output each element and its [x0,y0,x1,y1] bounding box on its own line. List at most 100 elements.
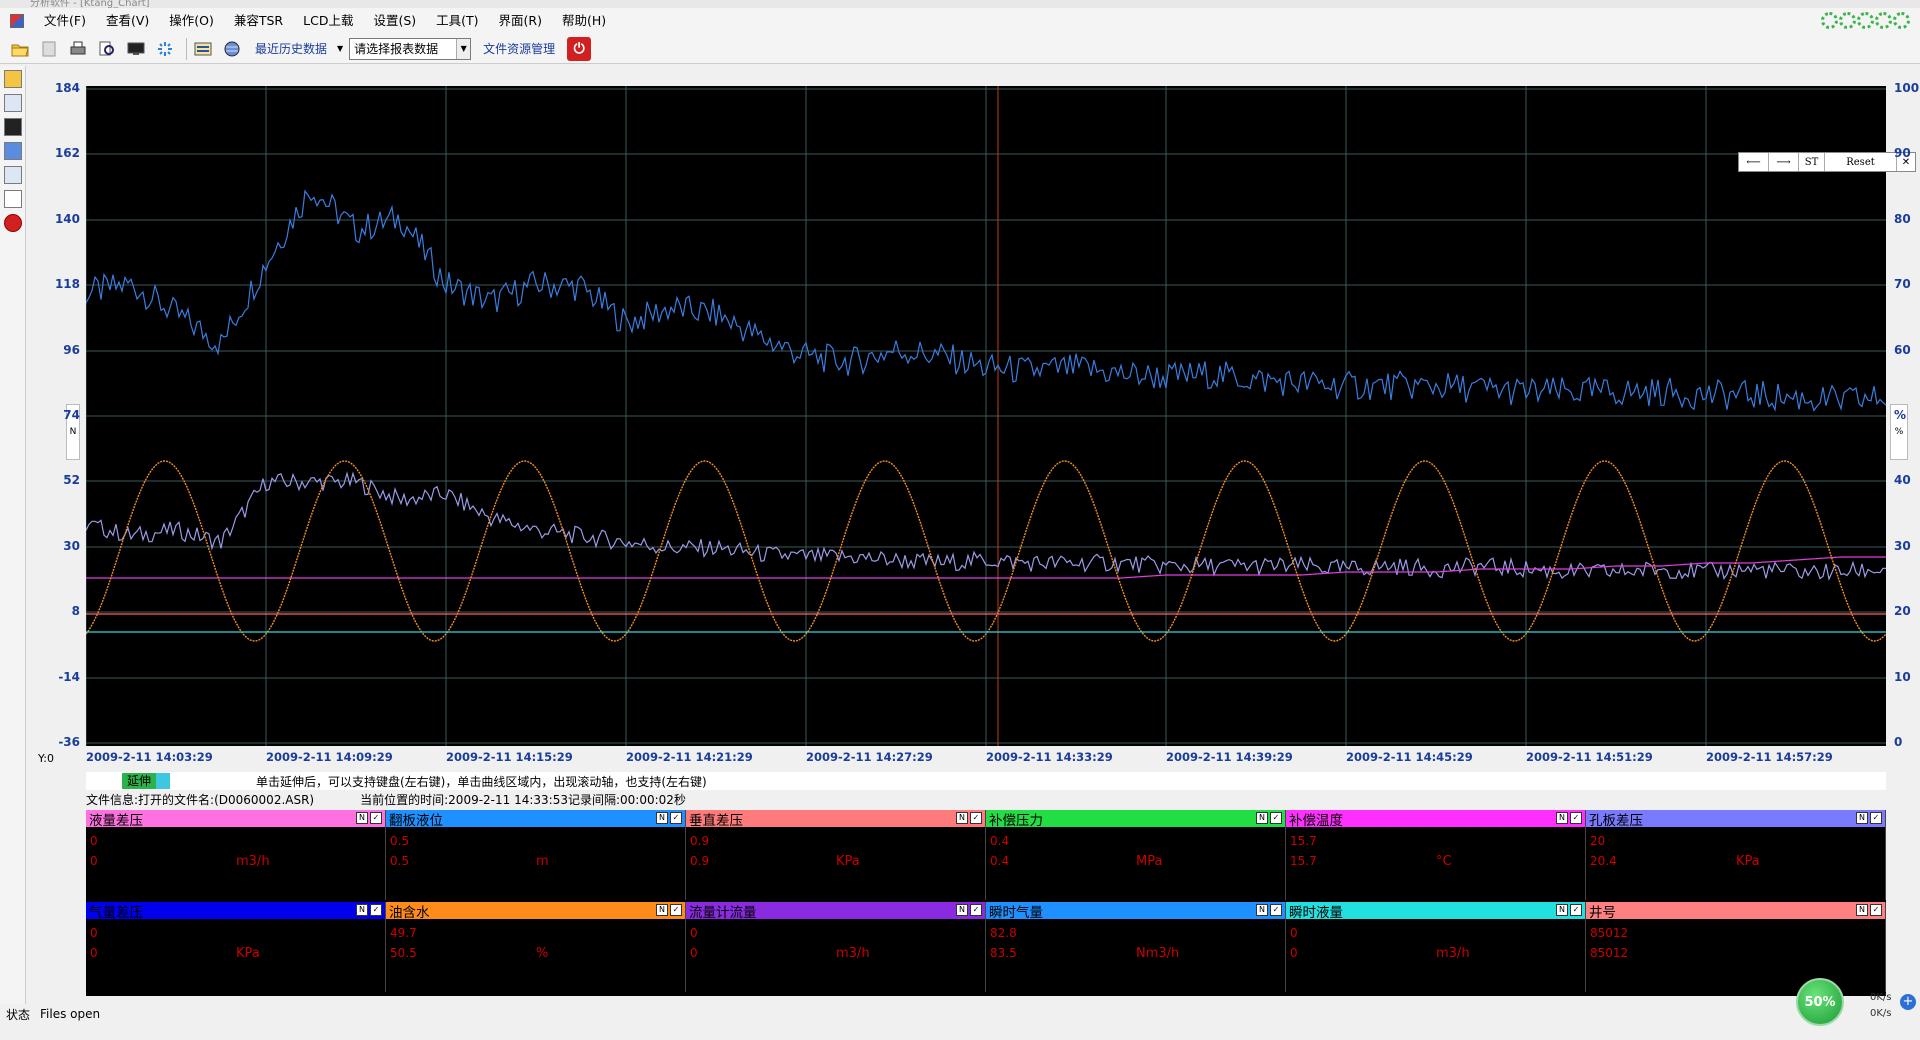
exit-button[interactable]: ⏻ [567,36,592,61]
param-visible-checkbox[interactable]: ✓ [1870,812,1882,824]
list-view-button[interactable] [191,37,215,61]
menu-interface[interactable]: 界面(R) [498,13,542,28]
open-file-icon[interactable] [3,70,22,88]
menu-file[interactable]: 文件(F) [44,13,86,28]
monitor-small-icon[interactable] [3,118,22,136]
left-axis-unit[interactable]: N [66,404,80,460]
recent-history-dropdown[interactable]: 最近历史数据 [255,42,328,56]
param-panel[interactable]: 流量计流量 N ✓ 0 0 m3/h [686,902,986,992]
left-toolbar [0,66,26,1006]
param-header[interactable]: 液量差压 N ✓ [86,810,385,829]
trend-chart-svg[interactable] [85,86,1887,746]
param-panel[interactable]: 气量差压 N ✓ 0 0 KPa [86,902,386,992]
reset-button[interactable]: Reset [1825,153,1897,171]
param-visible-checkbox[interactable]: ✓ [670,904,682,916]
param-n-toggle[interactable]: N [356,812,368,824]
stop-icon[interactable] [3,214,22,232]
dropdown-arrow-icon[interactable]: ▼ [337,44,344,53]
chevron-down-icon[interactable]: ▼ [456,38,471,59]
param-panel[interactable]: 翻板液位 N ✓ 0.5 0.5 m [386,810,686,900]
param-toggles: N ✓ [1256,904,1282,916]
param-panel[interactable]: 瞬时气量 N ✓ 82.8 83.5 Nm3/h [986,902,1286,992]
refresh-button[interactable] [153,37,177,61]
right-axis-unit[interactable]: % [1890,404,1908,460]
menu-settings[interactable]: 设置(S) [373,13,417,28]
app-icon[interactable] [10,14,24,28]
param-value-cursor: 50.5 [390,946,417,960]
param-n-toggle[interactable]: N [656,812,668,824]
document-button[interactable] [37,37,61,61]
param-visible-checkbox[interactable]: ✓ [1570,904,1582,916]
param-n-toggle[interactable]: N [1856,904,1868,916]
param-n-toggle[interactable]: N [1256,904,1268,916]
print-preview-button[interactable] [95,37,119,61]
param-header[interactable]: 油含水 N ✓ [386,902,685,921]
param-n-toggle[interactable]: N [1556,812,1568,824]
param-visible-checkbox[interactable]: ✓ [1270,812,1282,824]
param-n-toggle[interactable]: N [1856,812,1868,824]
param-n-toggle[interactable]: N [1256,812,1268,824]
menu-lcd-upload[interactable]: LCD上载 [303,13,354,28]
menu-view[interactable]: 查看(V) [105,13,150,28]
param-header[interactable]: 流量计流量 N ✓ [686,902,985,921]
param-header[interactable]: 气量差压 N ✓ [86,902,385,921]
menu-operate[interactable]: 操作(O) [169,13,214,28]
param-visible-checkbox[interactable]: ✓ [1270,904,1282,916]
param-visible-checkbox[interactable]: ✓ [370,812,382,824]
param-n-toggle[interactable]: N [1556,904,1568,916]
trend-chart[interactable] [85,86,1887,746]
param-n-toggle[interactable]: N [656,904,668,916]
blank-tool-icon[interactable] [3,190,22,208]
param-n-toggle[interactable]: N [956,904,968,916]
param-header[interactable]: 垂直差压 N ✓ [686,810,985,829]
param-name: 井号 [1589,904,1616,921]
history-button[interactable] [220,37,244,61]
param-visible-checkbox[interactable]: ✓ [970,904,982,916]
param-panel[interactable]: 孔板差压 N ✓ 20 20.4 KPa [1586,810,1886,900]
search-tool-icon[interactable] [3,166,22,184]
table-icon[interactable] [3,94,22,112]
hint-bar: 延伸 单击延伸后，可以支持键盘(左右键)，单击曲线区域内，出现滚动轴，也支持(左… [86,772,1886,790]
file-manager-link[interactable]: 文件资源管理 [483,42,556,56]
param-n-toggle[interactable]: N [956,812,968,824]
scroll-right-button[interactable]: ⟶ [1769,153,1799,171]
scroll-left-button[interactable]: ⟵ [1739,153,1769,171]
monitor-button[interactable] [124,37,148,61]
param-n-toggle[interactable]: N [356,904,368,916]
open-folder-button[interactable] [8,37,32,61]
menu-tools[interactable]: 工具(T) [436,13,479,28]
param-header[interactable]: 补偿温度 N ✓ [1286,810,1585,829]
param-panel[interactable]: 垂直差压 N ✓ 0.9 0.9 KPa [686,810,986,900]
report-select[interactable]: 请选择报表数据 ▼ [349,37,472,60]
param-header[interactable]: 瞬时气量 N ✓ [986,902,1285,921]
param-panel[interactable]: 液量差压 N ✓ 0 0 m3/h [86,810,386,900]
param-header[interactable]: 翻板液位 N ✓ [386,810,685,829]
network-percent-badge[interactable]: 50% [1796,978,1844,1026]
param-toggles: N ✓ [1256,812,1282,824]
menu-compat-tsr[interactable]: 兼容TSR [233,13,284,28]
param-visible-checkbox[interactable]: ✓ [1870,904,1882,916]
param-header[interactable]: 瞬时液量 N ✓ [1286,902,1585,921]
st-button[interactable]: ST [1799,153,1825,171]
menu-help[interactable]: 帮助(H) [562,13,607,28]
param-panel[interactable]: 瞬时液量 N ✓ 0 0 m3/h [1286,902,1586,992]
print-button[interactable] [66,37,90,61]
param-visible-checkbox[interactable]: ✓ [970,812,982,824]
param-visible-checkbox[interactable]: ✓ [670,812,682,824]
left-axis-tick: 30 [63,539,80,553]
right-axis-tick: 10 [1894,670,1911,684]
save-icon[interactable] [3,142,22,160]
param-panel[interactable]: 油含水 N ✓ 49.7 50.5% [386,902,686,992]
param-panel[interactable]: 补偿压力 N ✓ 0.4 0.4 MPa [986,810,1286,900]
param-header[interactable]: 孔板差压 N ✓ [1586,810,1885,829]
stretch-button[interactable]: 延伸 [122,773,170,789]
status-bar: 状态 Files open [0,1004,1920,1024]
param-visible-checkbox[interactable]: ✓ [1570,812,1582,824]
close-icon[interactable]: ✕ [1901,156,1911,168]
param-panel[interactable]: 补偿温度 N ✓ 15.7 15.7 °C [1286,810,1586,900]
plus-icon[interactable]: + [1900,994,1916,1010]
param-visible-checkbox[interactable]: ✓ [370,904,382,916]
param-header[interactable]: 补偿压力 N ✓ [986,810,1285,829]
param-header[interactable]: 井号 N ✓ [1586,902,1885,921]
param-panel[interactable]: 井号 N ✓ 85012 85012 [1586,902,1886,992]
